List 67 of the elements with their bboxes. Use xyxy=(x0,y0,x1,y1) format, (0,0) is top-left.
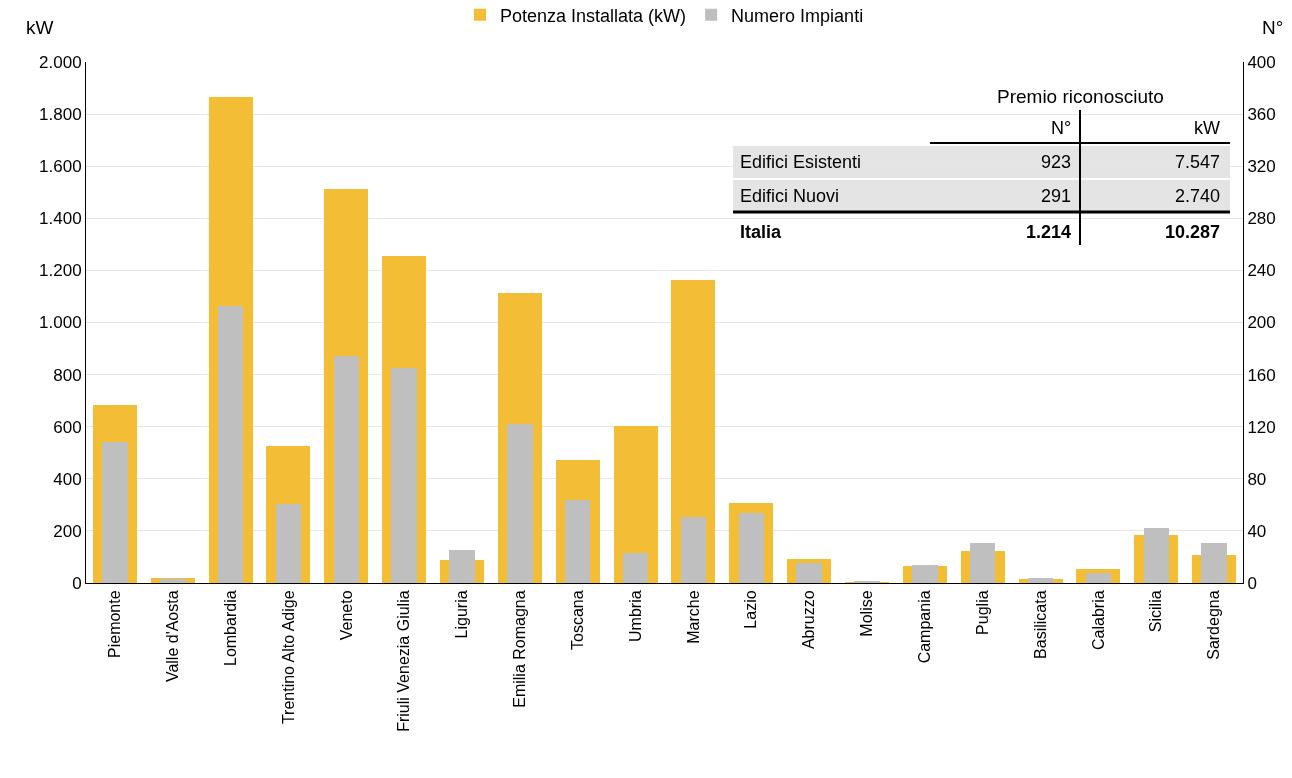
x-tick-label: Toscana xyxy=(568,590,586,650)
bar xyxy=(507,424,533,583)
x-tick-label: Piemonte xyxy=(106,590,124,658)
y-tick-label: 600 xyxy=(53,417,82,437)
y2-tick-label: 280 xyxy=(1247,209,1276,229)
annotation: N° xyxy=(1051,118,1072,138)
y2-tick-label: 40 xyxy=(1247,521,1267,541)
bar xyxy=(334,356,359,583)
bar xyxy=(391,368,417,583)
bar xyxy=(1086,573,1111,583)
x-tick-label: Valle d'Aosta xyxy=(163,590,181,683)
y-tick-label: 1.400 xyxy=(39,209,82,229)
annotation: 10.287 xyxy=(1165,222,1221,242)
x-tick-label: Lazio xyxy=(742,590,760,629)
x-tick-label: Molise xyxy=(858,590,876,637)
annotation: kW xyxy=(1194,118,1220,138)
y2-tick-label: 360 xyxy=(1247,105,1276,125)
annotation: 2.740 xyxy=(1175,186,1221,206)
y-tick-label: 1.200 xyxy=(39,261,82,281)
y2-tick-label: 80 xyxy=(1247,469,1267,489)
bar xyxy=(565,500,590,583)
y2-tick-label: 160 xyxy=(1247,365,1276,385)
y-tick-label: 200 xyxy=(53,521,82,541)
y-tick-label: 2.000 xyxy=(39,52,82,72)
x-tick-label: Calabria xyxy=(1089,590,1107,650)
bar xyxy=(276,504,301,583)
y2-axis-title: N° xyxy=(1262,17,1284,38)
annotation: Italia xyxy=(740,222,783,242)
x-tick-label: Puglia xyxy=(973,590,991,635)
x-tick-label: Lombardia xyxy=(221,590,239,667)
annotation: 923 xyxy=(1041,152,1072,172)
x-tick-label: Campania xyxy=(916,590,934,664)
y-axis-title: kW xyxy=(26,17,54,38)
y2-tick-label: 120 xyxy=(1247,417,1276,437)
annotation: Premio riconosciuto xyxy=(997,86,1164,107)
annotation: 7.547 xyxy=(1175,152,1221,172)
bar xyxy=(218,306,243,583)
y2-tick-label: 200 xyxy=(1247,313,1276,333)
bar xyxy=(681,517,706,583)
y-tick-label: 1.000 xyxy=(39,313,82,333)
annotation: Edifici Nuovi xyxy=(740,186,840,206)
legend-label: Numero Impianti xyxy=(731,5,864,26)
annotation: 1.214 xyxy=(1026,222,1072,242)
annotation: Edifici Esistenti xyxy=(740,152,862,172)
y2-tick-label: 0 xyxy=(1247,573,1257,593)
bar xyxy=(623,553,648,583)
x-tick-label: Basilicata xyxy=(1031,590,1049,659)
y2-tick-label: 240 xyxy=(1247,261,1276,281)
y-tick-label: 1.800 xyxy=(39,105,82,125)
y-tick-label: 1.600 xyxy=(39,157,82,177)
x-tick-label: Liguria xyxy=(453,590,471,639)
x-tick-label: Umbria xyxy=(626,590,644,642)
x-tick-label: Sardegna xyxy=(1205,590,1223,660)
annotation: 291 xyxy=(1041,186,1072,206)
x-tick-label: Abruzzo xyxy=(800,590,818,650)
x-tick-label: Emilia Romagna xyxy=(511,590,529,708)
y2-tick-label: 400 xyxy=(1247,52,1276,72)
y-tick-label: 0 xyxy=(72,573,82,593)
x-tick-label: Friuli Venezia Giulia xyxy=(395,590,413,732)
x-tick-label: Trentino Alto Adige xyxy=(279,590,297,725)
y2-tick-label: 320 xyxy=(1247,157,1276,177)
x-tick-label: Sicilia xyxy=(1147,590,1165,633)
legend-label: Potenza Installata (kW) xyxy=(500,5,687,26)
y-tick-label: 800 xyxy=(53,365,82,385)
x-tick-label: Veneto xyxy=(337,590,355,641)
x-tick-label: Marche xyxy=(684,590,702,644)
y-tick-label: 400 xyxy=(53,469,82,489)
